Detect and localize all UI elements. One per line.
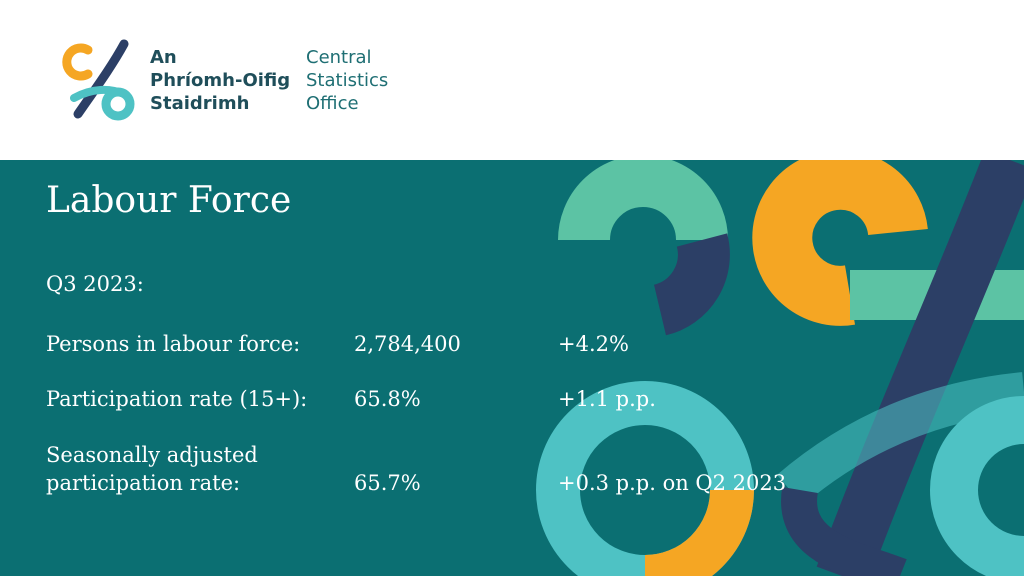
stat-label: Persons in labour force: — [46, 332, 301, 356]
logo-irish-line-2: Phríomh-Oifig — [150, 70, 291, 91]
ring-aqua-orange-arc — [644, 489, 754, 576]
logo-english-name: Central Statistics Office — [306, 46, 388, 115]
logo-irish-line-1: An — [150, 47, 177, 68]
stat-label-line-1: Seasonally adjusted — [46, 443, 258, 467]
ring-aqua-right — [930, 396, 1024, 576]
navy-diagonal-stroke — [816, 160, 1024, 576]
stat-value: 65.7% — [354, 471, 421, 495]
logo-irish-line-3: Staidrimh — [150, 93, 250, 114]
ring-orange-arc — [752, 160, 928, 326]
stat-change: +4.2% — [558, 332, 629, 356]
period-label: Q3 2023: — [46, 272, 144, 296]
cso-swirl-logo-icon — [62, 39, 135, 121]
stat-change: +1.1 p.p. — [558, 387, 656, 411]
ring-navy-arc — [652, 233, 730, 336]
logo-irish-name: An Phríomh-Oifig Staidrimh — [150, 46, 290, 115]
logo-english-line-1: Central — [306, 47, 372, 68]
header: An Phríomh-Oifig Staidrimh Central Stati… — [0, 0, 1024, 160]
stat-change: +0.3 p.p. on Q2 2023 — [558, 471, 787, 495]
slide-title: Labour Force — [46, 180, 292, 221]
logo-english-line-2: Statistics — [306, 70, 389, 91]
ring-mint-arc — [558, 160, 728, 242]
stat-value: 2,784,400 — [354, 332, 461, 356]
aqua-sweep — [776, 372, 1024, 506]
stat-label: Participation rate (15+): — [46, 387, 308, 411]
stat-value: 65.8% — [354, 387, 421, 411]
content-panel: Labour Force Q3 2023: Persons in labour … — [0, 160, 1024, 576]
stat-label-line-2: participation rate: — [46, 471, 241, 495]
decorative-swirl-graphic — [536, 160, 1024, 576]
navy-lower-loop — [781, 487, 907, 576]
stat-label: Seasonally adjusted participation rate: — [46, 441, 258, 497]
logo-english-line-3: Office — [306, 93, 359, 114]
